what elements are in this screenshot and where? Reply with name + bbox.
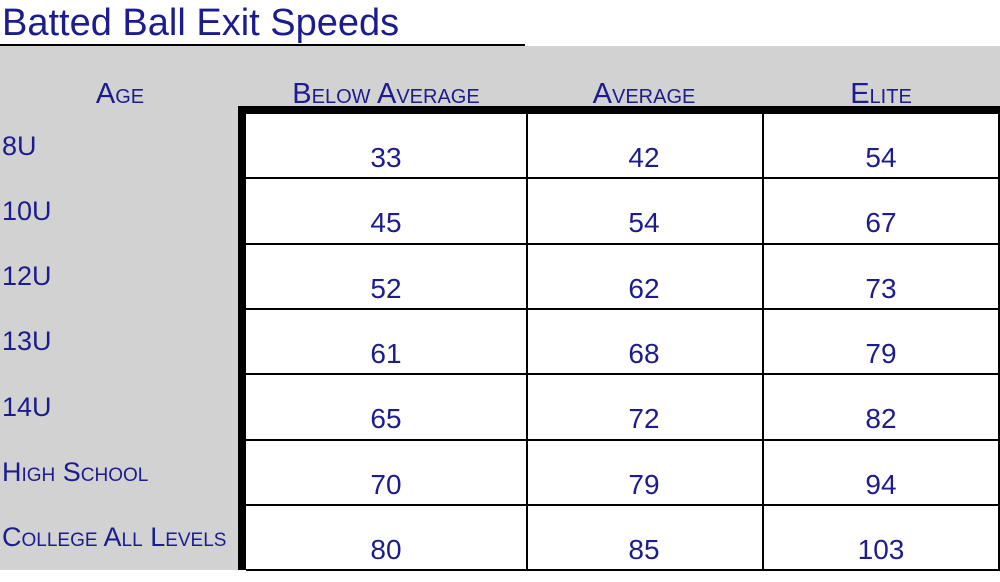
table-cell: 79 [628, 468, 660, 500]
row-divider [246, 308, 1000, 310]
table-cell: 73 [865, 272, 897, 304]
column-header-elite: Elite [850, 77, 912, 110]
table-cell: 67 [865, 207, 897, 239]
table-cell: 70 [370, 468, 402, 500]
table-cell: 79 [865, 337, 897, 369]
data-table [238, 106, 1000, 570]
column-header-age: Age [95, 77, 145, 110]
row-divider [246, 373, 1000, 375]
table-cell: 54 [628, 207, 660, 239]
row-divider [246, 439, 1000, 441]
row-divider [246, 243, 1000, 245]
row-divider [246, 504, 1000, 506]
table-top-border [238, 106, 1000, 114]
column-divider [998, 114, 1000, 570]
table-cell: 33 [370, 142, 402, 173]
table-cell: 52 [370, 272, 402, 304]
row-label: 13U [2, 326, 52, 357]
table-title: Batted Ball Exit Speeds [2, 2, 400, 44]
table-left-border [238, 106, 246, 570]
row-label: 10U [2, 195, 52, 226]
table-cell: 65 [370, 403, 402, 435]
column-header-average: Average [592, 77, 696, 110]
column-header-below-average: Below Average [292, 77, 480, 110]
table-cell: 62 [628, 272, 660, 304]
table-cell: 72 [628, 403, 660, 435]
table-cell: 45 [370, 207, 402, 239]
table-cell: 54 [865, 142, 897, 173]
table-cell: 80 [370, 533, 402, 565]
row-label-background [0, 46, 240, 570]
table-cell: 42 [628, 142, 660, 173]
row-label: 12U [2, 261, 52, 292]
row-divider [246, 177, 1000, 179]
row-label: 8U [2, 130, 37, 161]
table-cell: 61 [370, 337, 402, 369]
table-cell: 82 [865, 403, 897, 435]
table-cell: 94 [865, 468, 897, 500]
column-divider [762, 114, 764, 570]
table-cell: 103 [857, 533, 905, 565]
table-cell: 68 [628, 337, 660, 369]
row-label: College All Levels [2, 522, 227, 553]
row-label: High School [2, 457, 149, 487]
title-underline [0, 44, 525, 46]
table-cell: 85 [628, 533, 660, 565]
row-label: 14U [2, 391, 52, 422]
column-divider [526, 114, 528, 570]
